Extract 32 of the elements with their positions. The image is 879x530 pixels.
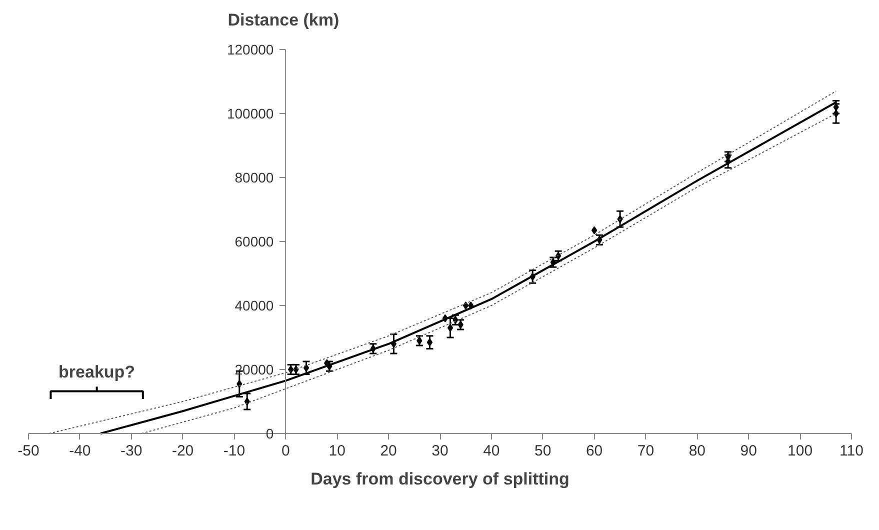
y-tick-label: 60000	[234, 234, 274, 250]
x-tick-label: 110	[840, 442, 864, 460]
y-axis-title: Distance (km)	[228, 10, 340, 30]
point	[591, 226, 598, 234]
x-tick-label: 80	[688, 442, 706, 460]
x-tick-label: 50	[534, 442, 552, 460]
y-tick-label: 120000	[226, 42, 274, 58]
point	[426, 338, 433, 346]
x-tick-label: 60	[586, 442, 603, 460]
x-tick-label: 20	[380, 442, 397, 460]
point	[617, 215, 623, 224]
y-tick-label: 40000	[234, 298, 274, 314]
y-tick-label: 80000	[234, 170, 274, 186]
x-tick-label: 10	[328, 442, 346, 460]
x-tick-label: -20	[172, 442, 194, 460]
x-tick-label: 0	[282, 442, 290, 460]
x-tick-label: 30	[432, 442, 448, 460]
x-tick-label: -40	[69, 442, 91, 460]
y-tick-label: 20000	[234, 362, 274, 378]
x-tick-label: -10	[223, 442, 246, 460]
x-axis-title: Days from discovery of splitting	[310, 470, 570, 488]
point	[447, 324, 454, 332]
x-tick-label: 90	[740, 442, 757, 460]
x-tick-label: 40	[483, 442, 500, 460]
y-tick-label: 100000	[226, 106, 274, 122]
x-tick-label: -50	[18, 442, 40, 460]
x-tick-label: -30	[120, 442, 142, 460]
annotation: breakup?	[58, 362, 136, 382]
point	[244, 398, 250, 406]
x-tick-label: 70	[637, 442, 654, 460]
x-tick-label: 100	[788, 442, 813, 460]
point	[303, 364, 310, 372]
